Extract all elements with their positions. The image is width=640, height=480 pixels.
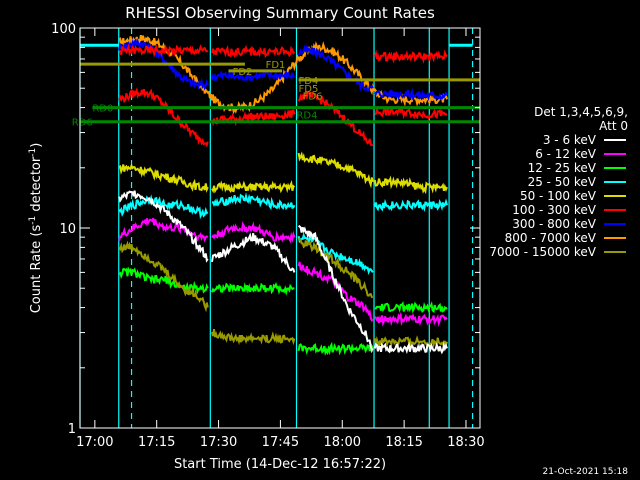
y-tick-label: 10 [59,222,76,237]
series-line-8-2 [297,224,374,354]
annotation-label: RD4 [296,110,317,121]
chart-title: RHESSI Observing Summary Count Rates [125,4,435,22]
series-line-8-0 [118,190,209,263]
y-axis-label-part: Count Rate (s [29,225,44,314]
x-tick-label: 17:30 [200,435,237,450]
series-line-2-6 [373,49,448,64]
series-line-7-0 [118,240,209,313]
y-tick-label: 100 [51,22,76,37]
legend-label: 7000 - 15000 keV [489,245,596,259]
annotation-label: FD2 [233,67,253,78]
series-line-4-1 [212,192,296,211]
series-line-2-1 [211,108,296,127]
annotation-label: FD6 [303,91,323,102]
legend-label: 25 - 50 keV [528,175,597,189]
y-axis-label-part2: detector [29,156,44,216]
series-line-2-5 [211,44,296,59]
series-line-3-2 [297,151,374,189]
series-line-6-1 [211,282,295,296]
series-line-8-3 [373,341,448,355]
series-line-3-3 [373,175,448,195]
series-line-2-3 [374,105,447,121]
series-line-6-0 [118,266,209,296]
legend-label: 6 - 12 keV [535,147,597,161]
x-tick-label: 17:15 [138,435,175,450]
series-line-8-1 [211,232,296,273]
annotation-label: FD1 [266,60,286,71]
annotation-label: RD0 [92,104,113,115]
series-line-4-0 [118,194,209,220]
series-line-5-0 [118,217,209,243]
annotation-label: RD6 [72,118,93,129]
series-line-1-2 [297,44,374,92]
x-tick-label: 18:00 [324,435,361,450]
legend-header-line2: Att 0 [599,119,628,133]
y-axis-label-sup: -1 [28,216,38,225]
series-line-6-3 [374,301,448,314]
x-axis: 17:00 17:15 17:30 17:45 18:00 18:15 18:30 [76,28,485,450]
series-line-4-3 [373,198,448,212]
footer-date: 21-Oct-2021 15:18 [543,467,629,477]
legend-label: 50 - 100 keV [520,189,597,203]
series-line-1-3 [374,87,448,102]
series-line-7-2 [297,237,374,299]
x-tick-label: 17:45 [262,435,299,450]
series-line-5-3 [373,311,448,328]
y-axis: 100 10 1 [51,22,480,437]
x-axis-label: Start Time (14-Dec-12 16:57:22) [174,457,386,472]
y-axis-label-close: ) [29,143,44,148]
series-line-5-1 [211,221,296,244]
series-line-1-1 [211,69,296,82]
legend-label: 100 - 300 keV [512,203,596,217]
y-tick-label: 1 [68,422,76,437]
y-axis-label-sup2: -1 [28,148,38,157]
series-line-7-3 [373,335,448,349]
series-line-3-1 [211,180,296,194]
legend-header-line1: Det 1,3,4,5,6,9, [534,105,628,119]
series-line-7-1 [211,329,296,346]
x-tick-label: 18:15 [385,435,422,450]
legend-label: 300 - 800 keV [512,217,596,231]
x-tick-label: 18:30 [447,435,484,450]
legend-label: 800 - 7000 keV [505,231,597,245]
series-line-4-2 [297,231,374,276]
x-tick-label: 17:00 [76,435,113,450]
series-line-2-0 [118,86,209,148]
annotation-label: FD4 [299,76,319,87]
legend-label: 3 - 6 keV [543,133,597,147]
y-axis-label: Count Rate (s-1 detector-1) [28,143,44,314]
annotation-label: FD5 [299,84,319,95]
series-line-3-0 [118,163,209,194]
legend-label: 12 - 25 keV [528,161,597,175]
series-line-2-4 [119,43,209,58]
series-line-6-2 [297,341,374,356]
